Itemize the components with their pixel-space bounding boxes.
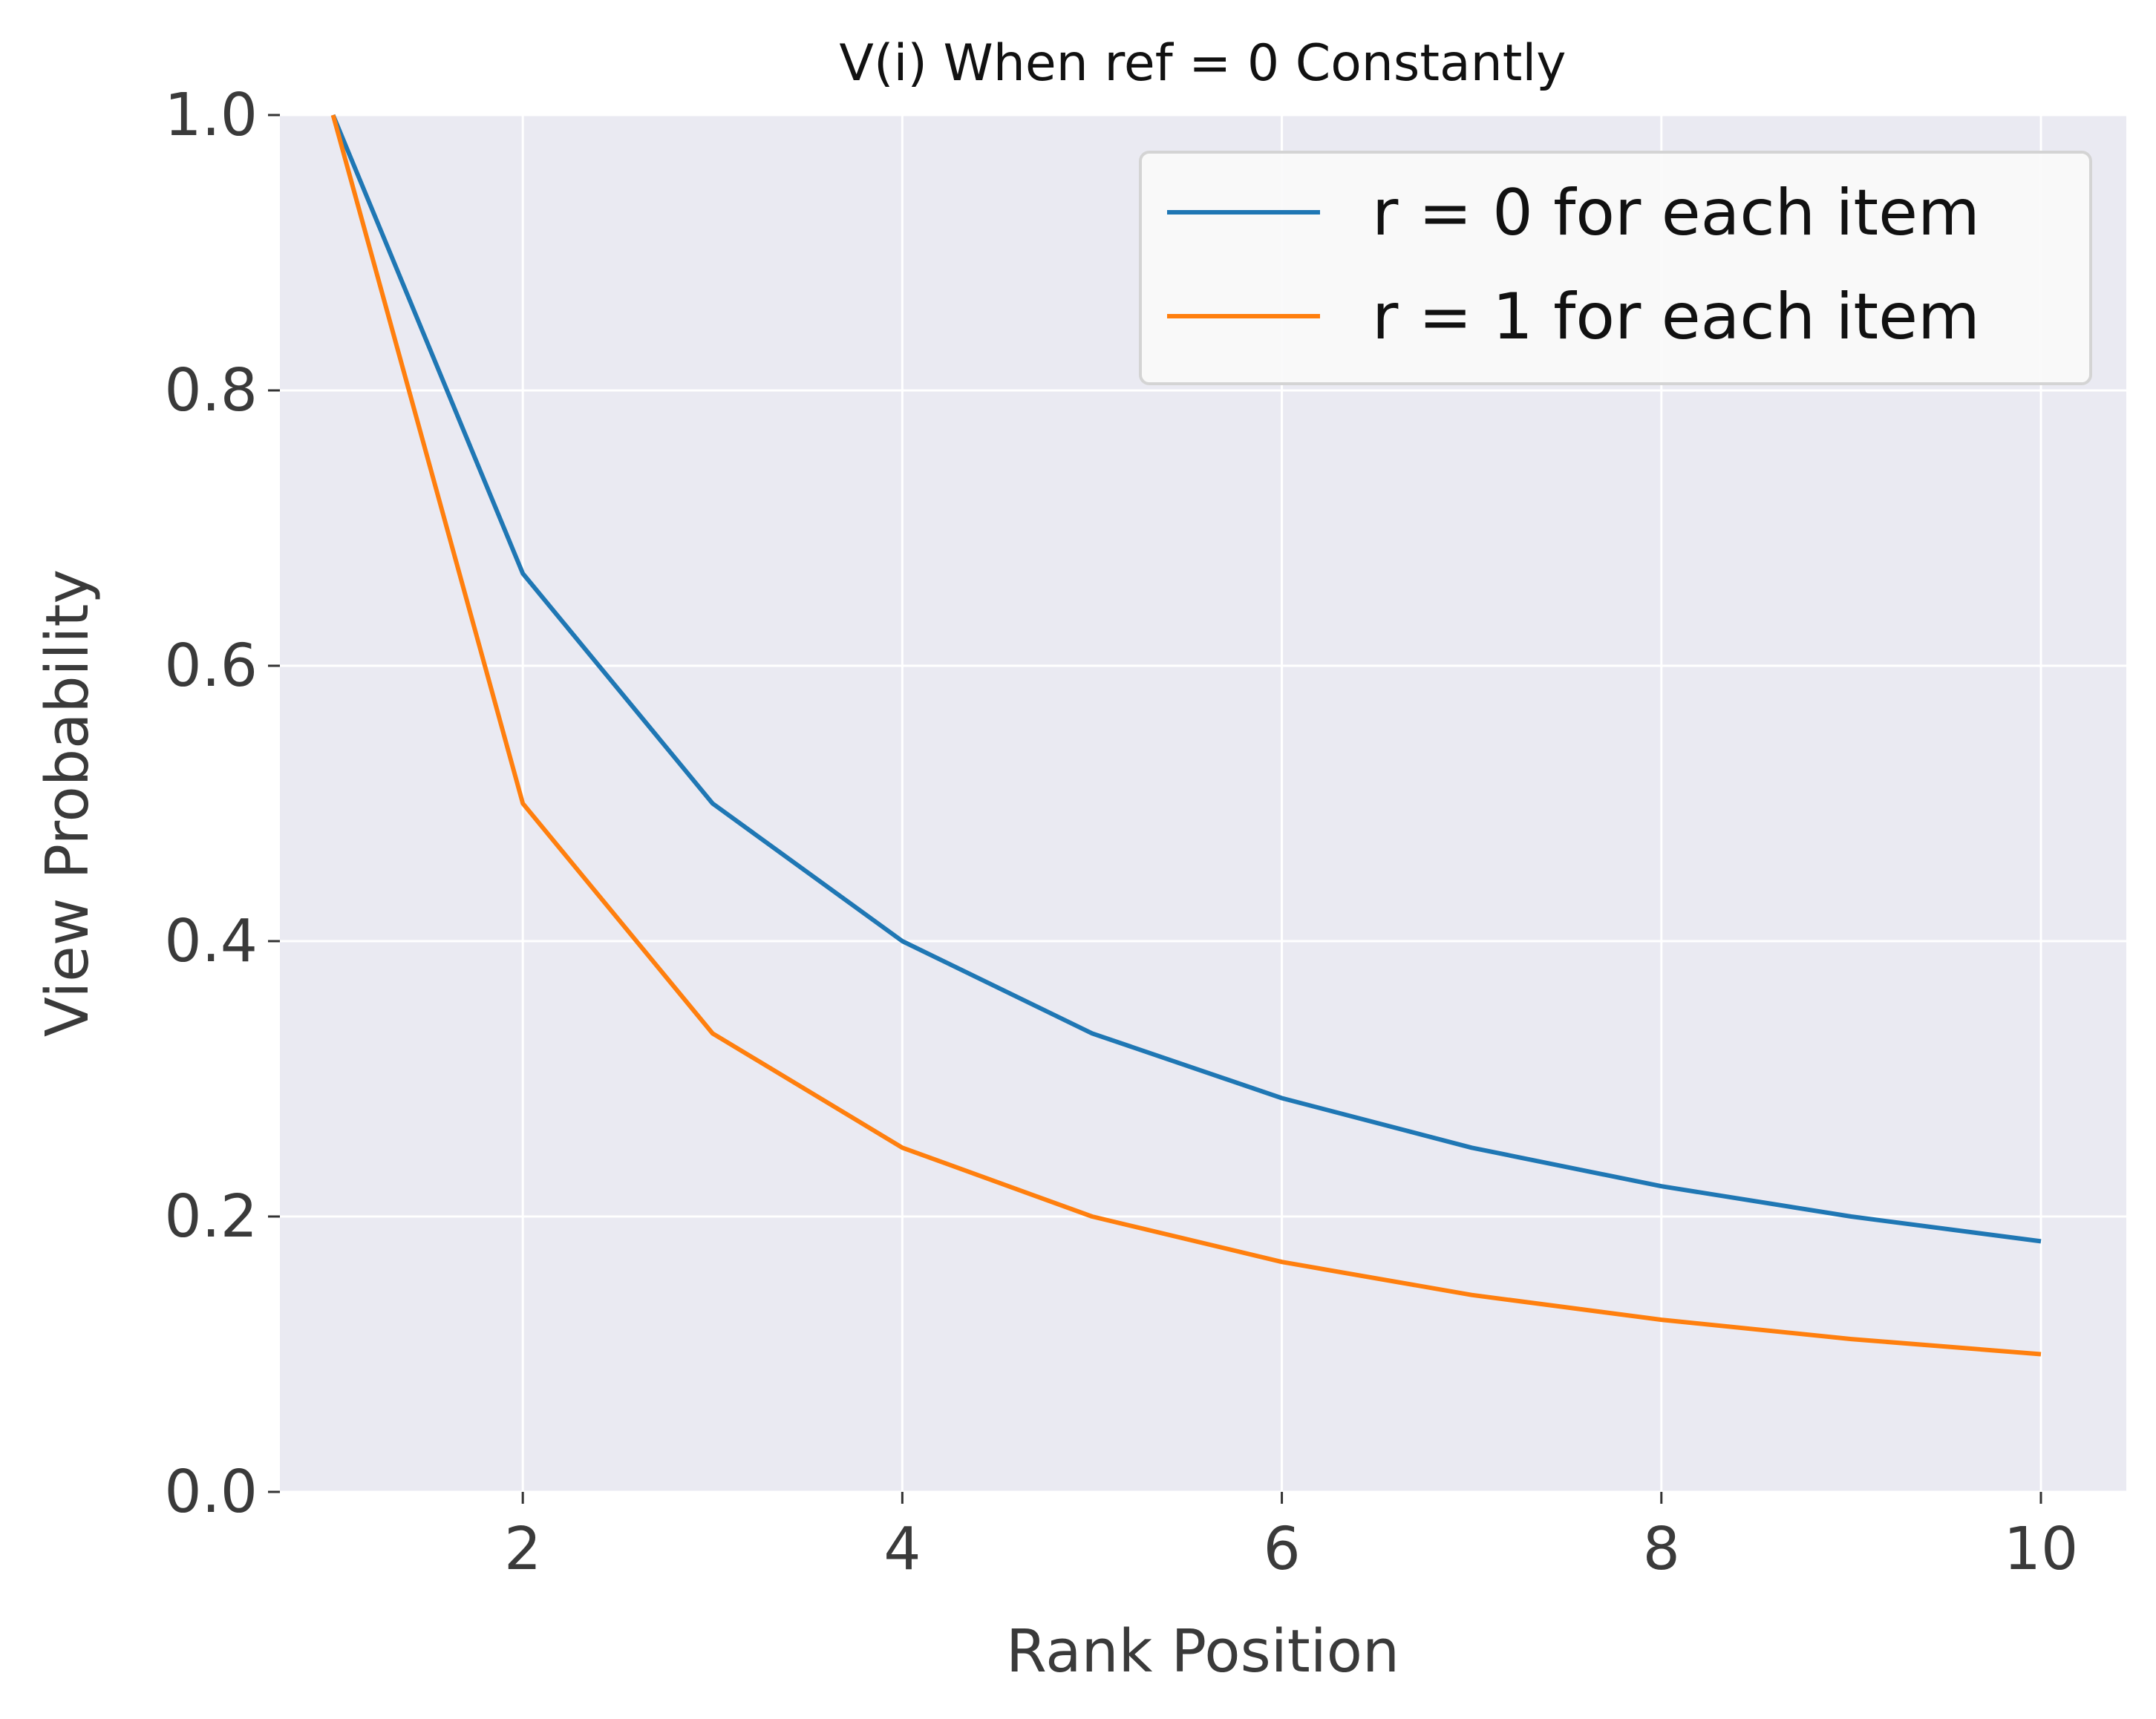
x-tick-label: 2 xyxy=(504,1515,541,1583)
axis-ticks: 2 4 6 8 10 0.0 0.2 0.4 0.6 0.8 1.0 xyxy=(164,81,2078,1583)
y-tick-label: 0.4 xyxy=(164,907,258,975)
y-tick-label: 0.2 xyxy=(164,1182,258,1251)
legend-box xyxy=(1139,151,2092,385)
y-tick-label: 0.6 xyxy=(164,632,258,700)
y-tick-label: 0.0 xyxy=(164,1458,258,1526)
x-axis-label: Rank Position xyxy=(1006,1617,1399,1686)
x-tick-label: 8 xyxy=(1643,1515,1680,1583)
series-line-1 xyxy=(330,114,2042,1357)
x-tick-label: 10 xyxy=(2004,1515,2079,1583)
legend: r = 0 for each item r = 1 for each item xyxy=(1139,151,2092,385)
legend-label-r0: r = 0 for each item xyxy=(1372,176,1980,250)
chart-title: V(i) When ref = 0 Constantly xyxy=(839,34,1566,93)
series-line-0 xyxy=(330,114,2042,1244)
y-tick-label: 1.0 xyxy=(164,81,258,149)
y-tick-label: 0.8 xyxy=(164,356,258,425)
legend-label-r1: r = 1 for each item xyxy=(1372,280,1980,354)
series-lines xyxy=(330,114,2042,1357)
x-tick-label: 6 xyxy=(1263,1515,1300,1583)
y-axis-label: View Probability xyxy=(33,569,102,1037)
x-tick-label: 4 xyxy=(883,1515,921,1583)
